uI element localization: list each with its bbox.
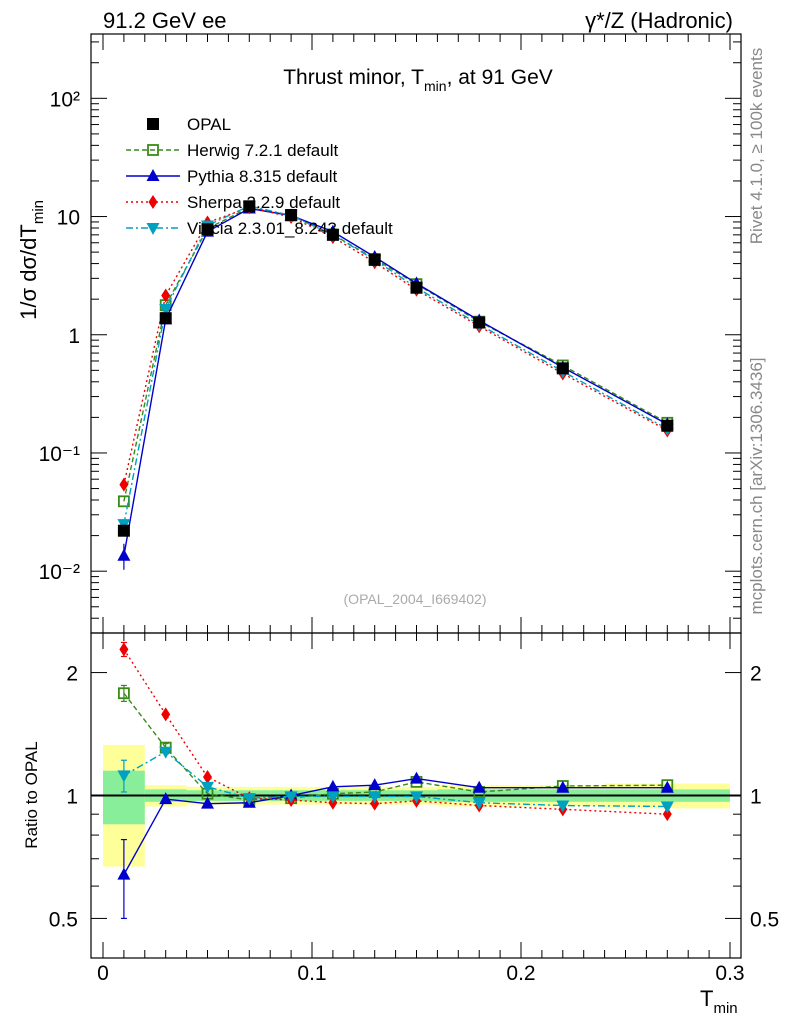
opal-point — [661, 419, 674, 432]
series-4-ratio-point — [242, 793, 256, 806]
series-4-ratio-point — [410, 791, 423, 804]
ratio-y-axis-label: Ratio to OPAL — [22, 741, 41, 848]
x-axis-label: Tmin — [700, 986, 738, 1017]
opal-point — [410, 281, 423, 294]
ratio-y-tick-label-left: 0.5 — [49, 908, 78, 931]
main-y-tick-label: 10⁻² — [39, 561, 80, 584]
legend-series-3-marker — [148, 195, 158, 209]
series-2-ratio-point — [368, 778, 382, 791]
series-2-ratio-point — [159, 792, 173, 805]
series-4-ratio-point — [368, 791, 382, 804]
opal-point — [159, 312, 172, 325]
series-3-line — [123, 206, 668, 485]
series-4-ratio-point — [284, 791, 298, 804]
legend-series-4-marker — [146, 223, 160, 235]
series-2-ratio-point — [556, 780, 570, 793]
plot-title: Thrust minor, Tmin, at 91 GeV — [283, 66, 553, 94]
legend-series-3-label: Sherpa 2.2.9 default — [187, 193, 340, 212]
series-2-line — [123, 207, 668, 556]
series-4-ratio-point — [117, 770, 131, 783]
opal-point — [285, 209, 298, 222]
series-2-ratio-point — [660, 780, 674, 793]
ratio-y-tick-label-right: 1 — [750, 786, 762, 809]
series-4-ratio-point — [472, 797, 486, 810]
rivet-label: Rivet 4.1.0, ≥ 100k events — [747, 48, 766, 244]
series-4-ratio-point — [201, 781, 214, 794]
main-y-tick-label: 1 — [68, 325, 80, 348]
header-energy: 91.2 GeV ee — [103, 8, 227, 33]
series-1-line — [123, 206, 668, 502]
series-2-ratio-point — [117, 867, 131, 880]
x-tick-label: 0.2 — [506, 962, 535, 985]
opal-point — [473, 316, 486, 329]
ratio-y-tick-label-left: 1 — [66, 786, 78, 809]
x-tick-label: 0.1 — [297, 962, 326, 985]
legend-series-1-label: Herwig 7.2.1 default — [187, 141, 338, 160]
series-4-ratio-point — [556, 800, 570, 813]
series-4-ratio-point — [660, 801, 674, 814]
series-3-ratio-point — [662, 807, 672, 822]
series-4-ratio-point — [159, 746, 173, 759]
legend-series-2-label: Pythia 8.315 default — [187, 167, 338, 186]
opal-point — [368, 253, 381, 266]
main-y-tick-label: 10⁻¹ — [39, 443, 80, 466]
opal-point — [243, 200, 256, 213]
axes: 10⁻² 10⁻¹ 1 10 10² 0.5 0.5 1 1 2 2 0 0.1 0.2 0.3 — [39, 33, 779, 985]
series-2-ratio-point — [326, 779, 340, 792]
series-3-point — [119, 477, 129, 492]
legend-opal-label: OPAL — [187, 115, 231, 134]
ratio-y-tick-label-right: 0.5 — [750, 908, 779, 931]
main-y-tick-label: 10² — [50, 88, 80, 111]
series-2-ratio-point — [472, 780, 486, 793]
series-4-line — [123, 205, 668, 525]
legend-series-4-label: Vincia 2.3.01_8.243 default — [187, 219, 393, 238]
ratio-y-tick-label-left: 2 — [66, 663, 78, 686]
legend: OPAL Herwig 7.2.1 default Pythia 8.315 def… — [126, 115, 393, 238]
x-tick-label: 0.3 — [715, 962, 744, 985]
legend-series-2-marker — [146, 169, 160, 181]
series-3-ratio-point — [203, 769, 212, 784]
ratio-y-tick-label-right: 2 — [750, 663, 762, 686]
opal-point — [201, 223, 214, 236]
main-plot-area — [117, 200, 674, 570]
series-3-ratio-point — [161, 707, 171, 722]
series-1-ratio-point — [118, 687, 130, 700]
legend-series-1-marker — [147, 144, 159, 156]
opal-point — [117, 524, 130, 537]
series-3-point — [161, 288, 171, 303]
series-2-ratio-point — [410, 771, 423, 784]
series-1-point — [118, 495, 130, 508]
series-4-ratio-point — [326, 791, 340, 804]
opal-point — [556, 362, 569, 375]
analysis-watermark: (OPAL_2004_I669402) — [344, 591, 487, 607]
header-process: γ*/Z (Hadronic) — [585, 8, 733, 33]
series-2-ratio-point — [201, 796, 214, 809]
legend-opal-marker — [147, 118, 159, 130]
series-3-ratio-point — [370, 796, 380, 811]
main-y-tick-label: 10 — [57, 207, 80, 230]
opal-point — [326, 228, 339, 241]
ratio-plot-area — [117, 641, 674, 920]
main-y-axis-label: 1/σ dσ/dTmin — [16, 200, 47, 320]
mcplots-label: mcplots.cern.ch [arXiv:1306.3436] — [747, 357, 766, 614]
x-tick-label: 0 — [97, 962, 109, 985]
series-4-point — [159, 304, 173, 317]
series-3-ratio-point — [119, 642, 129, 657]
